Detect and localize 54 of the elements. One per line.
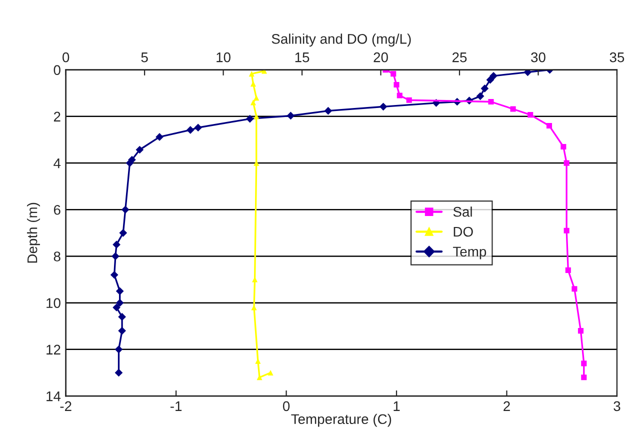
point: [476, 92, 484, 100]
y-tick-label: 14: [46, 392, 61, 402]
point: [118, 326, 126, 335]
point: [480, 84, 489, 92]
y-tick-label: 2: [54, 112, 60, 122]
point: [112, 304, 120, 312]
point: [110, 270, 118, 279]
point: [246, 114, 254, 123]
point: [112, 252, 120, 260]
legend-label: Sal: [453, 206, 472, 217]
point: [524, 70, 532, 76]
point: [126, 159, 134, 167]
point: [118, 312, 126, 321]
x-axis-title: Temperature (C): [291, 414, 392, 427]
x-tick-label: 0: [282, 401, 290, 412]
x2-tick-label: 0: [62, 52, 70, 62]
x2-tick-label: 25: [452, 52, 467, 62]
y-tick-label: 12: [46, 344, 60, 354]
y-tick-label: 8: [54, 252, 60, 262]
y-tick-label: 4: [54, 158, 61, 168]
point: [186, 126, 194, 134]
point: [119, 229, 128, 237]
point: [286, 112, 295, 120]
point: [114, 368, 123, 377]
y-tick-label: 6: [54, 204, 60, 215]
point: [114, 346, 123, 354]
y-axis-title: Depth (m): [27, 202, 40, 263]
x2-tick-label: 15: [295, 52, 310, 62]
legend-label: Temp: [453, 246, 486, 260]
point: [136, 146, 144, 154]
point: [112, 240, 120, 249]
x2-tick-label: 10: [216, 52, 230, 62]
point: [121, 206, 130, 214]
point: [156, 133, 164, 141]
x-tick-label: 2: [504, 401, 510, 411]
x2-axis-title: Salinity and DO (mg/L): [272, 34, 411, 47]
x-tick-label: 3: [614, 401, 620, 412]
x2-tick-label: 30: [531, 52, 546, 62]
x-tick-label: -2: [60, 401, 72, 411]
legend-label: DO: [454, 226, 473, 237]
x-tick-label: -1: [170, 401, 182, 411]
point: [490, 72, 498, 80]
x-tick-label: 1: [394, 401, 400, 411]
x2-tick-label: 5: [141, 52, 148, 62]
point: [486, 76, 494, 84]
point: [379, 102, 388, 111]
point: [116, 287, 124, 296]
x2-tick-label: 20: [374, 52, 388, 62]
y-tick-label: 10: [46, 298, 60, 308]
point: [116, 298, 124, 307]
point: [194, 124, 202, 132]
x2-tick-label: 35: [610, 52, 624, 62]
point: [324, 106, 332, 115]
y-tick-label: 0: [54, 65, 60, 76]
